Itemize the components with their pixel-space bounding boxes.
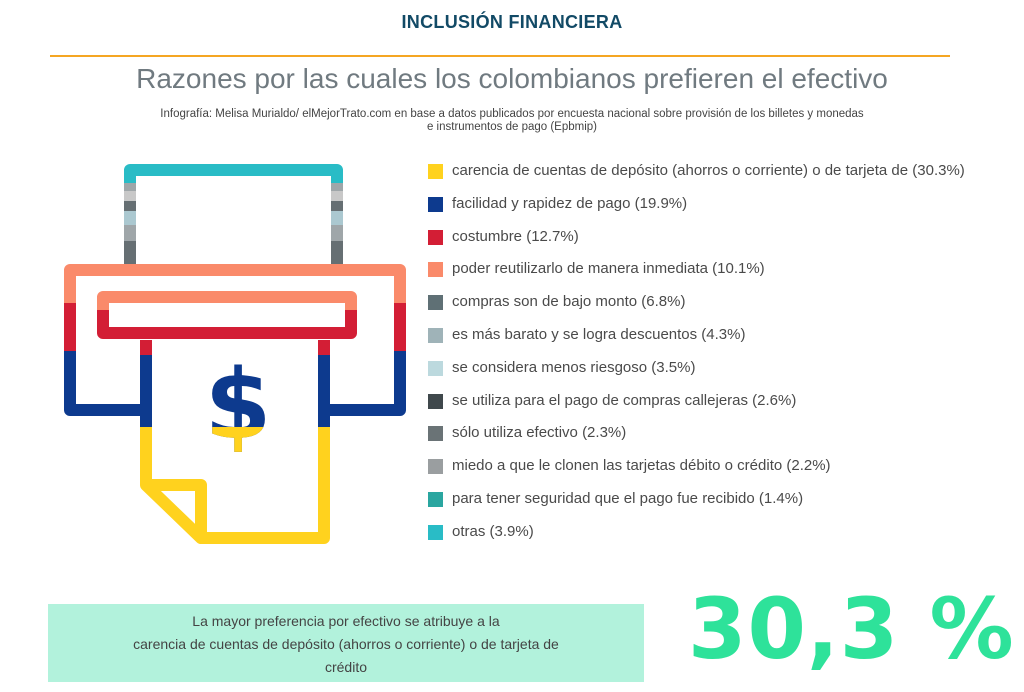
- legend-swatch: [428, 524, 443, 540]
- legend-label: facilidad y rapidez de pago (19.9%): [452, 194, 688, 212]
- dollar-sign: $: [205, 349, 272, 461]
- callout-line-2: carencia de cuentas de depósito (ahorros…: [133, 636, 559, 652]
- legend-swatch: [428, 393, 443, 409]
- legend-item: compras son de bajo monto (6.8%): [428, 291, 1018, 324]
- legend-swatch: [428, 491, 443, 507]
- section-header: INCLUSIÓN FINANCIERA: [401, 12, 623, 32]
- callout-line-3: crédito: [324, 659, 368, 675]
- legend-label: otras (3.9%): [452, 522, 534, 540]
- legend-item: poder reutilizarlo de manera inmediata (…: [428, 258, 1018, 291]
- source-line-2: e instrumentos de pago (Epbmip): [426, 121, 598, 133]
- printer-cash-dollar-icon: $ $: [64, 164, 406, 544]
- legend-label: es más barato y se logra descuentos (4.3…: [452, 325, 746, 343]
- output-slot-red: [97, 310, 357, 339]
- legend-swatch: [428, 164, 443, 179]
- legend-swatch: [428, 196, 443, 212]
- legend-item: otras (3.9%): [428, 521, 1018, 554]
- tray-left-bands: [124, 183, 136, 265]
- legend-swatch: [428, 426, 443, 442]
- callout-line-1: La mayor preferencia por efectivo se atr…: [192, 613, 500, 629]
- header-divider: [50, 55, 950, 57]
- dollar-sign-lower: $: [205, 349, 272, 461]
- legend-label: poder reutilizarlo de manera inmediata (…: [452, 260, 765, 278]
- legend-label: miedo a que le clonen las tarjetas débit…: [452, 457, 831, 475]
- legend: carencia de cuentas de depósito (ahorros…: [428, 160, 1018, 554]
- printer-body-red-left: [64, 303, 76, 353]
- bill-sides-navy: [140, 355, 330, 427]
- legend-swatch: [428, 360, 443, 376]
- legend-label: compras son de bajo monto (6.8%): [452, 293, 686, 311]
- bill-corner-fold: [146, 479, 207, 538]
- legend-swatch: [428, 229, 443, 245]
- legend-label: para tener seguridad que el pago fue rec…: [452, 489, 804, 507]
- legend-label: se considera menos riesgoso (3.5%): [452, 358, 696, 376]
- bill-top-red: [140, 340, 330, 355]
- tray-right-bands: [331, 183, 343, 265]
- chart-title: Razones por las cuales los colombianos p…: [136, 63, 888, 94]
- printer-body-navy: [64, 351, 406, 416]
- legend-label: sólo utiliza efectivo (2.3%): [452, 424, 627, 442]
- tray-top-edge: [124, 164, 343, 190]
- output-slot-salmon: [97, 291, 357, 312]
- legend-item: miedo a que le clonen las tarjetas débit…: [428, 455, 1018, 488]
- legend-item: se considera menos riesgoso (3.5%): [428, 357, 1018, 390]
- source-credit: Infografía: Melisa Murialdo/ elMejorTrat…: [150, 108, 874, 134]
- printer-body-red-right: [394, 303, 406, 353]
- legend-label: costumbre (12.7%): [452, 227, 579, 245]
- legend-swatch: [428, 459, 443, 475]
- source-line-1: Infografía: Melisa Murialdo/ elMejorTrat…: [160, 108, 864, 120]
- legend-item: sólo utiliza efectivo (2.3%): [428, 422, 1018, 455]
- legend-item: se utiliza para el pago de compras calle…: [428, 390, 1018, 423]
- highlight-value: 30,3 %: [688, 580, 1015, 678]
- legend-label: carencia de cuentas de depósito (ahorros…: [452, 162, 965, 179]
- legend-label: se utiliza para el pago de compras calle…: [452, 391, 797, 409]
- legend-item: costumbre (12.7%): [428, 226, 1018, 259]
- legend-swatch: [428, 295, 443, 311]
- legend-item: facilidad y rapidez de pago (19.9%): [428, 193, 1018, 226]
- callout-box: La mayor preferencia por efectivo se atr…: [48, 604, 644, 682]
- legend-item: es más barato y se logra descuentos (4.3…: [428, 324, 1018, 357]
- legend-swatch: [428, 262, 443, 278]
- legend-item: carencia de cuentas de depósito (ahorros…: [428, 160, 1018, 193]
- legend-item: para tener seguridad que el pago fue rec…: [428, 488, 1018, 521]
- legend-swatch: [428, 327, 443, 343]
- printer-body-salmon: [64, 264, 406, 305]
